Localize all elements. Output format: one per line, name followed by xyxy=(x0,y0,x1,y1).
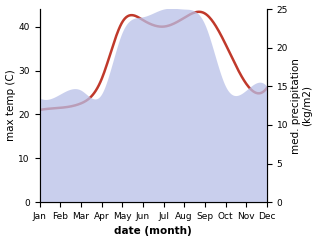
Y-axis label: med. precipitation
(kg/m2): med. precipitation (kg/m2) xyxy=(291,58,313,153)
X-axis label: date (month): date (month) xyxy=(114,227,192,236)
Y-axis label: max temp (C): max temp (C) xyxy=(5,70,16,142)
